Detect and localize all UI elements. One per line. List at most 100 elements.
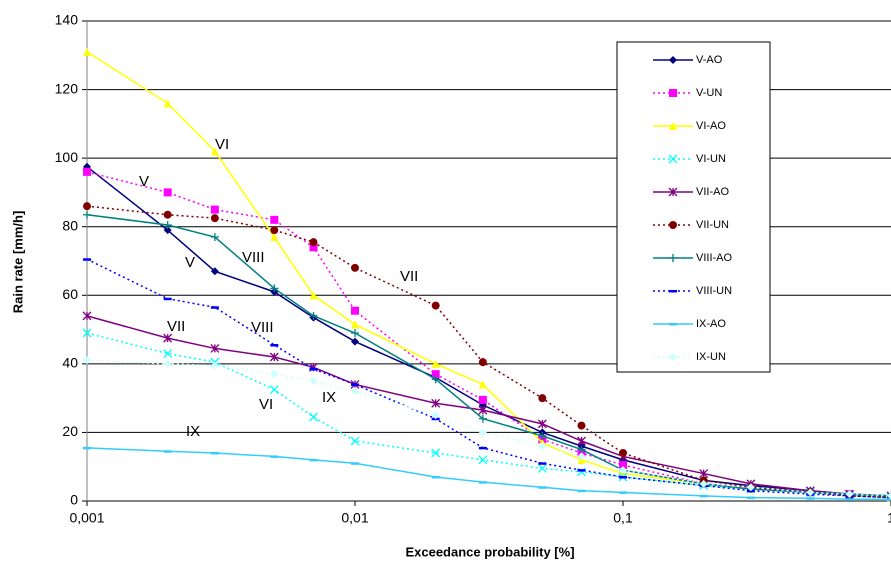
legend-label: V-UN xyxy=(696,87,722,99)
marker xyxy=(619,466,627,475)
legend-label: V-AO xyxy=(696,54,723,66)
series xyxy=(83,356,891,500)
marker xyxy=(351,306,359,315)
annotation: VII xyxy=(167,318,185,335)
marker xyxy=(270,370,279,379)
marker xyxy=(309,311,318,320)
marker xyxy=(577,489,586,493)
marker xyxy=(746,496,755,500)
legend-label: VIII-UN xyxy=(696,285,732,297)
marker xyxy=(537,419,547,429)
marker xyxy=(538,442,547,451)
marker xyxy=(478,455,488,465)
marker xyxy=(478,481,487,484)
marker xyxy=(309,368,318,371)
marker xyxy=(83,202,91,211)
marker xyxy=(163,297,172,301)
marker xyxy=(82,311,92,321)
y-tick-label: 100 xyxy=(55,149,79,165)
annotation: VI xyxy=(259,396,273,413)
marker xyxy=(163,221,172,229)
x-axis-title: Exceedance probability [%] xyxy=(405,544,574,559)
marker xyxy=(431,370,440,379)
marker xyxy=(270,284,279,293)
y-tick-label: 20 xyxy=(62,423,78,439)
marker xyxy=(538,462,547,465)
marker xyxy=(699,479,708,488)
marker xyxy=(163,188,172,197)
y-tick-label: 120 xyxy=(55,80,79,96)
legend-box xyxy=(616,41,771,373)
marker xyxy=(83,210,91,219)
marker xyxy=(351,462,359,465)
x-tick-label: 0,01 xyxy=(341,510,368,526)
marker xyxy=(163,450,172,453)
marker xyxy=(270,233,279,241)
marker xyxy=(270,226,279,235)
marker xyxy=(351,337,359,346)
marker xyxy=(431,448,441,458)
marker xyxy=(538,486,547,489)
marker xyxy=(210,306,219,309)
marker xyxy=(350,436,360,446)
legend-label: IX-AO xyxy=(696,318,726,330)
marker xyxy=(431,476,440,479)
marker xyxy=(577,467,586,477)
marker xyxy=(163,226,172,235)
marker xyxy=(210,361,219,370)
marker xyxy=(478,405,488,415)
annotation: V xyxy=(139,173,149,190)
series xyxy=(83,446,891,501)
marker xyxy=(668,187,678,197)
marker xyxy=(478,446,487,450)
annotation: IX xyxy=(186,423,200,440)
annotation: VI xyxy=(215,136,229,153)
x-tick-label: 0,001 xyxy=(69,510,104,526)
marker xyxy=(431,398,441,408)
marker xyxy=(270,455,279,458)
annotation: VIII xyxy=(251,319,274,336)
marker xyxy=(163,349,173,359)
marker xyxy=(746,483,755,492)
marker xyxy=(351,383,359,386)
marker xyxy=(210,214,219,223)
legend-label: VI-AO xyxy=(696,120,726,132)
marker xyxy=(351,387,359,396)
y-tick-label: 40 xyxy=(62,355,78,371)
y-tick-label: 140 xyxy=(55,12,79,28)
marker xyxy=(431,359,440,368)
marker xyxy=(669,323,677,326)
legend-label: VIII-AO xyxy=(696,252,733,264)
marker xyxy=(577,421,586,430)
legend: V-AO V-UN VI-AO VI-UN VII-AO VII-UN VIII-AO VII… xyxy=(616,41,771,373)
annotation: VII xyxy=(400,268,418,285)
marker xyxy=(210,267,219,276)
marker xyxy=(83,356,91,365)
marker xyxy=(537,463,547,473)
marker xyxy=(163,359,172,368)
legend-label: IX-UN xyxy=(696,351,726,363)
marker xyxy=(269,352,279,362)
marker xyxy=(577,452,586,461)
marker xyxy=(669,353,677,361)
marker xyxy=(806,497,815,500)
marker xyxy=(431,375,440,384)
annotation: V xyxy=(185,254,195,271)
marker xyxy=(431,411,440,420)
marker xyxy=(270,215,279,224)
marker xyxy=(309,412,318,422)
marker xyxy=(845,490,854,499)
marker xyxy=(806,488,815,497)
marker xyxy=(163,210,172,219)
marker xyxy=(351,320,359,329)
marker xyxy=(309,377,318,385)
marker xyxy=(619,449,627,457)
marker xyxy=(309,238,318,247)
x-tick-label: 0,1 xyxy=(613,510,633,526)
marker xyxy=(538,394,547,403)
marker xyxy=(83,47,91,56)
marker xyxy=(538,431,547,440)
marker xyxy=(577,436,586,446)
marker xyxy=(210,452,219,455)
